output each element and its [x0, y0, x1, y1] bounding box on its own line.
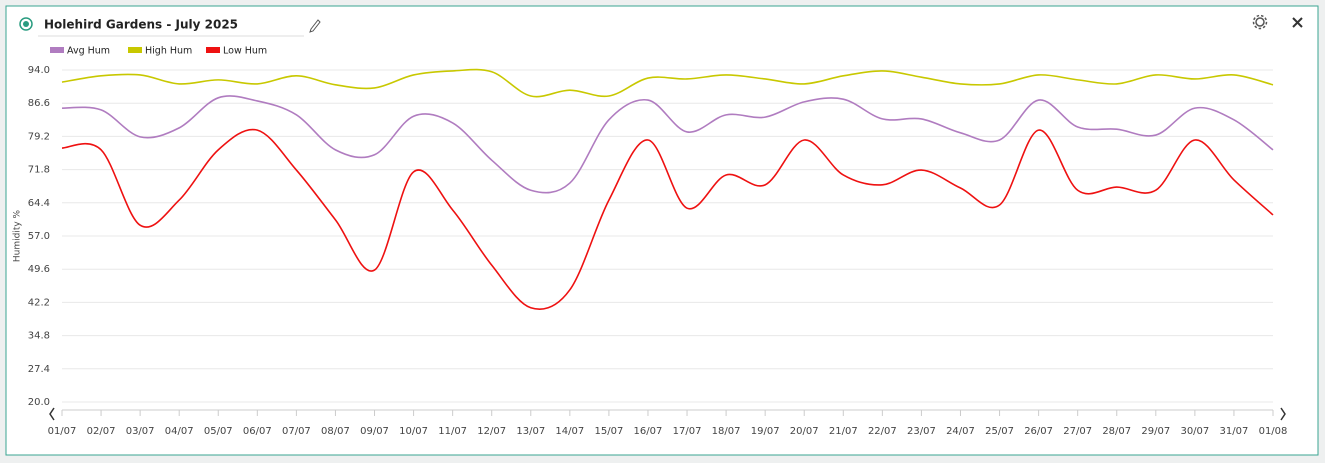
- x-tick-label: 10/07: [399, 426, 428, 437]
- y-tick-label: 34.8: [28, 331, 50, 342]
- y-tick-label: 27.4: [28, 364, 50, 375]
- y-tick-label: 64.4: [28, 198, 50, 209]
- series-line: [61, 128, 1274, 311]
- x-tick-label: 30/07: [1180, 426, 1209, 437]
- y-tick-label: 49.6: [28, 264, 50, 275]
- x-tick-label: 26/07: [1024, 426, 1053, 437]
- x-tick-label: 22/07: [868, 426, 897, 437]
- x-tick-label: 09/07: [360, 426, 389, 437]
- x-tick-label: 01/08: [1259, 426, 1288, 437]
- x-tick-label: 01/07: [48, 426, 77, 437]
- y-tick-label: 20.0: [28, 397, 50, 408]
- status-dot: [23, 21, 29, 27]
- x-tick-label: 05/07: [204, 426, 233, 437]
- x-tick-label: 08/07: [321, 426, 350, 437]
- y-tick-label: 42.2: [28, 297, 50, 308]
- x-tick-label: 17/07: [673, 426, 702, 437]
- y-tick-label: 79.2: [28, 131, 50, 142]
- x-tick-label: 23/07: [907, 426, 936, 437]
- series-line: [61, 95, 1274, 194]
- status-icon: [19, 17, 33, 31]
- x-tick-label: 25/07: [985, 426, 1014, 437]
- y-axis-label: Humidity %: [13, 209, 23, 262]
- y-tick-label: 86.6: [28, 98, 50, 109]
- x-tick-label: 14/07: [555, 426, 584, 437]
- x-tick-label: 11/07: [438, 426, 467, 437]
- settings-cog[interactable]: [1252, 14, 1268, 30]
- settings-icon[interactable]: [1255, 17, 1265, 27]
- x-tick-label: 31/07: [1220, 426, 1249, 437]
- x-tick-label: 16/07: [634, 426, 663, 437]
- x-tick-label: 03/07: [126, 426, 155, 437]
- legend-swatch: [50, 47, 64, 53]
- x-tick-label: 27/07: [1063, 426, 1092, 437]
- y-tick-label: 57.0: [28, 231, 50, 242]
- x-tick-label: 20/07: [790, 426, 819, 437]
- edit-icon[interactable]: [309, 19, 321, 33]
- x-tick-label: 13/07: [516, 426, 545, 437]
- legend-label: High Hum: [145, 46, 192, 57]
- legend-label: Low Hum: [223, 46, 267, 57]
- x-tick-label: 07/07: [282, 426, 311, 437]
- chart-title: Holehird Gardens - July 2025: [44, 18, 238, 32]
- y-tick-label: 94.0: [28, 65, 50, 76]
- scroll-left[interactable]: [49, 407, 55, 421]
- x-tick-label: 21/07: [829, 426, 858, 437]
- x-tick-label: 29/07: [1141, 426, 1170, 437]
- x-tick-label: 18/07: [712, 426, 741, 437]
- x-tick-label: 04/07: [165, 426, 194, 437]
- x-tick-label: 02/07: [87, 426, 116, 437]
- x-tick-label: 12/07: [477, 426, 506, 437]
- series-line: [61, 68, 1274, 98]
- x-tick-label: 06/07: [243, 426, 272, 437]
- legend-swatch: [206, 47, 220, 53]
- panel: [5, 5, 1319, 456]
- scroll-right[interactable]: [1280, 407, 1286, 421]
- x-tick-label: 24/07: [946, 426, 975, 437]
- legend-label: Avg Hum: [67, 46, 110, 57]
- close-icon[interactable]: [1292, 17, 1303, 28]
- x-tick-label: 15/07: [594, 426, 623, 437]
- x-tick-label: 19/07: [751, 426, 780, 437]
- x-tick-label: 28/07: [1102, 426, 1131, 437]
- legend-swatch: [128, 47, 142, 53]
- y-tick-label: 71.8: [28, 165, 50, 176]
